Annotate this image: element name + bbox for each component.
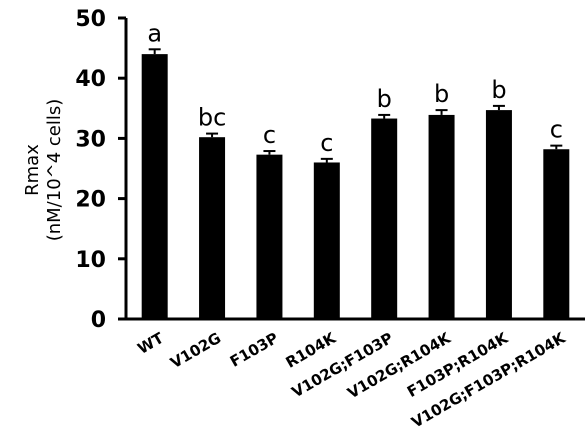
y-tick-label: 20 xyxy=(75,188,106,213)
y-axis-label-line-1: Rmax xyxy=(22,144,43,196)
bar-6 xyxy=(485,110,512,319)
x-tick-label-0: WT xyxy=(134,328,167,357)
group-label-5: b xyxy=(434,80,449,108)
y-tick-label: 50 xyxy=(75,7,106,32)
group-label-2: c xyxy=(263,121,276,149)
bar-7 xyxy=(543,149,570,319)
x-tick-label-2: F103P xyxy=(227,329,282,371)
bar-4 xyxy=(371,118,398,319)
group-label-3: c xyxy=(320,129,333,157)
y-axis-label-line-2: (nM/10^4 cells) xyxy=(44,99,65,242)
x-tick-label-1: V102G xyxy=(167,329,224,372)
bar-2 xyxy=(256,154,283,319)
bar-5 xyxy=(428,114,455,319)
y-tick-label: 0 xyxy=(91,308,106,333)
bar-1 xyxy=(199,137,226,319)
bar-3 xyxy=(313,162,340,319)
group-label-1: bc xyxy=(198,104,226,132)
y-axis-label: Rmax (nM/10^4 cells) xyxy=(22,99,65,242)
group-label-6: b xyxy=(491,76,506,104)
y-tick-label: 10 xyxy=(75,248,106,273)
group-label-7: c xyxy=(550,116,563,144)
group-label-4: b xyxy=(377,85,392,113)
y-tick-label: 30 xyxy=(75,127,106,152)
bar-0 xyxy=(141,54,168,320)
y-tick-label: 40 xyxy=(75,67,106,92)
group-label-0: a xyxy=(147,19,162,47)
